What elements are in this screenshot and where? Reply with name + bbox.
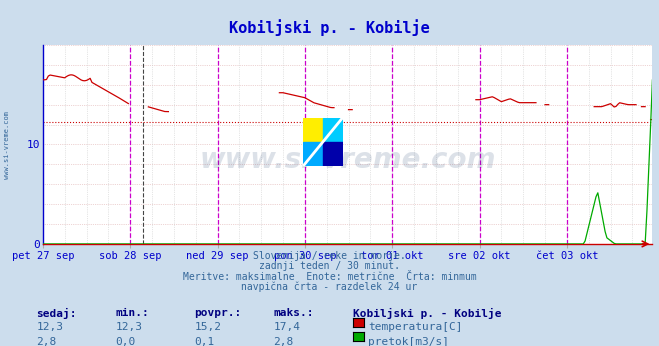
Text: 15,2: 15,2 — [194, 322, 221, 333]
Bar — [303, 142, 323, 166]
Text: 17,4: 17,4 — [273, 322, 301, 333]
Text: temperatura[C]: temperatura[C] — [368, 322, 463, 333]
Text: 2,8: 2,8 — [36, 337, 57, 346]
Bar — [323, 142, 343, 166]
Text: navpična črta - razdelek 24 ur: navpična črta - razdelek 24 ur — [241, 282, 418, 292]
Text: 12,3: 12,3 — [115, 322, 142, 333]
Text: 12,3: 12,3 — [36, 322, 63, 333]
Text: Meritve: maksimalne  Enote: metrične  Črta: minmum: Meritve: maksimalne Enote: metrične Črta… — [183, 272, 476, 282]
Text: 2,8: 2,8 — [273, 337, 294, 346]
Text: Slovenija / reke in morje.: Slovenija / reke in morje. — [253, 251, 406, 261]
Text: Kobiljski p. - Kobilje: Kobiljski p. - Kobilje — [353, 308, 501, 319]
Text: maks.:: maks.: — [273, 308, 314, 318]
Bar — [303, 118, 323, 142]
Text: www.si-vreme.com: www.si-vreme.com — [3, 111, 10, 179]
Text: povpr.:: povpr.: — [194, 308, 242, 318]
Text: zadnji teden / 30 minut.: zadnji teden / 30 minut. — [259, 261, 400, 271]
Bar — [323, 118, 343, 142]
Text: 0,0: 0,0 — [115, 337, 136, 346]
Text: sedaj:: sedaj: — [36, 308, 76, 319]
Text: Kobiljski p. - Kobilje: Kobiljski p. - Kobilje — [229, 19, 430, 36]
Text: 0,1: 0,1 — [194, 337, 215, 346]
Text: min.:: min.: — [115, 308, 149, 318]
Text: www.si-vreme.com: www.si-vreme.com — [200, 146, 496, 174]
Text: pretok[m3/s]: pretok[m3/s] — [368, 337, 449, 346]
